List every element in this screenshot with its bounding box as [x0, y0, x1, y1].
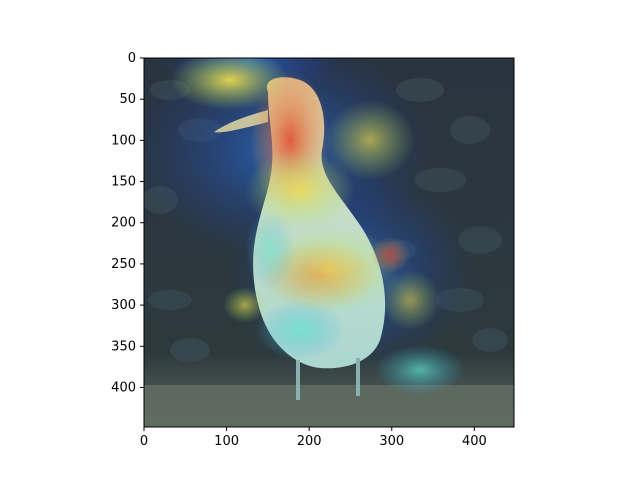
y-tick-label: 350 — [111, 339, 136, 354]
y-tick-label: 300 — [111, 298, 136, 313]
y-tick-label: 250 — [111, 257, 136, 272]
x-axis: 0 100 200 300 400 — [140, 427, 487, 449]
ground — [144, 385, 514, 427]
x-tick-label: 200 — [297, 434, 322, 449]
y-tick-label: 150 — [111, 175, 136, 190]
heatmap-image — [144, 58, 514, 427]
x-tick-label: 0 — [140, 434, 148, 449]
y-tick-label: 100 — [111, 133, 136, 148]
axes-frame — [143, 57, 515, 428]
y-tick-label: 400 — [111, 380, 136, 395]
x-tick-label: 100 — [214, 434, 239, 449]
y-tick-label: 200 — [111, 216, 136, 231]
x-tick-label: 300 — [379, 434, 404, 449]
y-axis: 0 50 100 150 200 250 300 350 400 — [111, 51, 144, 395]
y-tick-label: 50 — [119, 92, 136, 107]
x-tick-label: 400 — [462, 434, 487, 449]
y-tick-label: 0 — [128, 51, 136, 66]
